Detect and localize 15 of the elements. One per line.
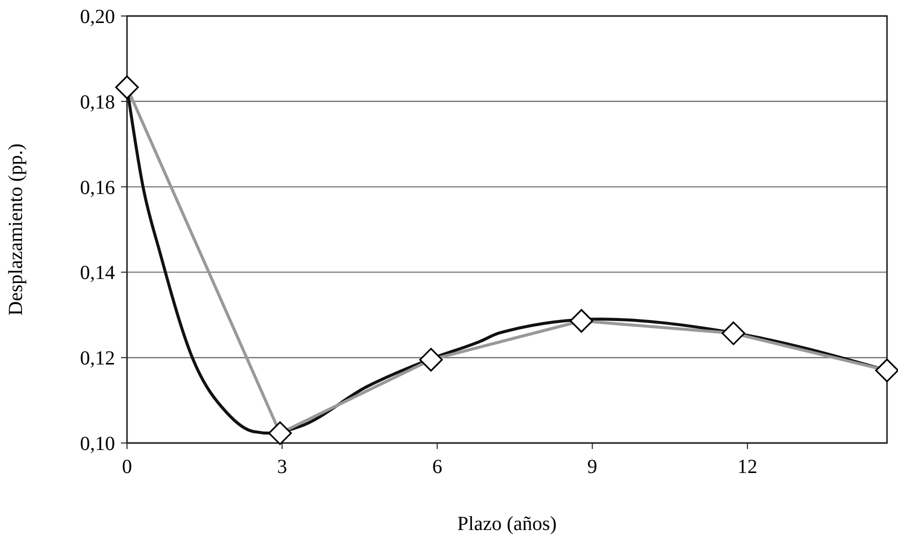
y-axis-title: Desplazamiento (pp.)	[5, 143, 27, 316]
x-tick-label: 3	[277, 456, 288, 478]
x-tick-label: 9	[587, 456, 598, 478]
x-tick-label: 0	[122, 456, 132, 478]
y-tick-label: 0,10	[80, 433, 115, 455]
x-tick-label: 12	[737, 456, 758, 478]
y-tick-label: 0,18	[80, 91, 115, 114]
point	[115, 76, 139, 100]
y-tick-label: 0,20	[80, 6, 115, 28]
x-axis-title: Plazo (años)	[457, 513, 557, 535]
point	[875, 358, 898, 382]
y-tick-label: 0,12	[80, 348, 115, 370]
x-tick-label: 6	[432, 456, 442, 478]
y-tick-label: 0,14	[80, 262, 115, 284]
y-tick-label: 0,16	[80, 176, 115, 199]
